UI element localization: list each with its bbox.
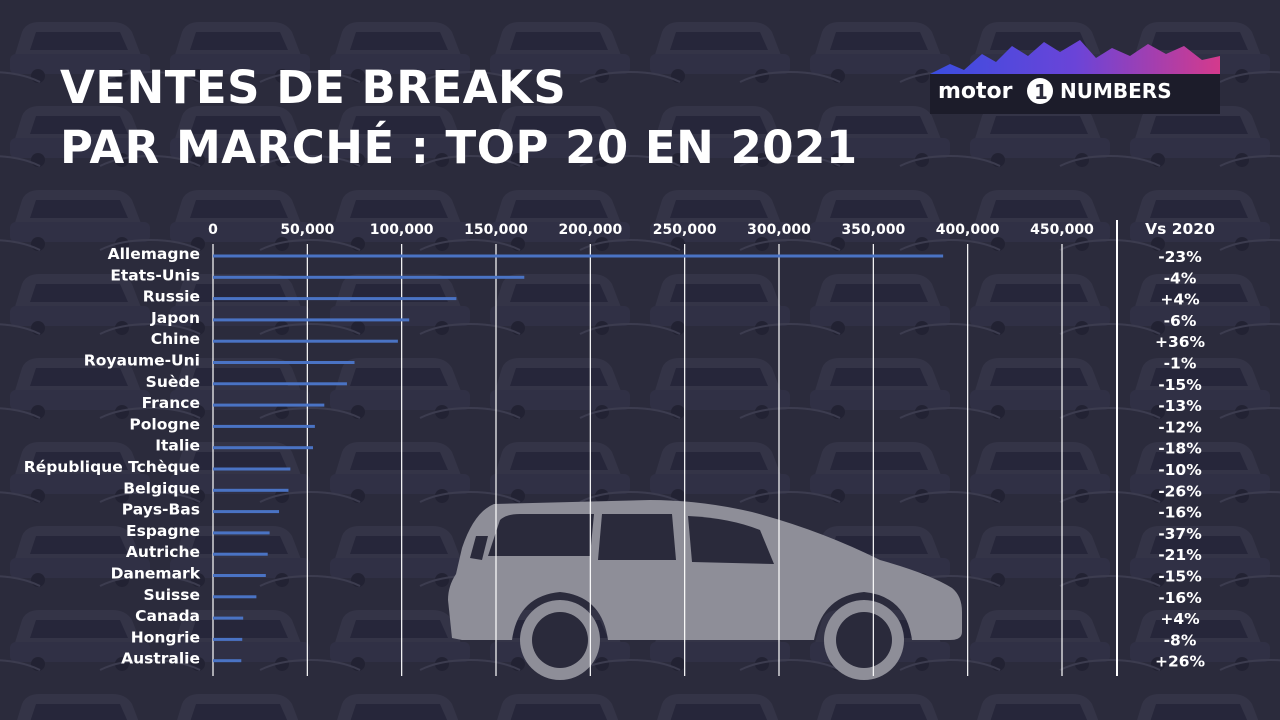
title-line-1: VENTES DE BREAKS: [60, 61, 567, 114]
x-tick-label: 250,000: [653, 222, 717, 238]
change-label: +36%: [1155, 333, 1206, 351]
change-label: -15%: [1158, 376, 1202, 394]
category-label: Italie: [155, 437, 200, 455]
change-label: -26%: [1158, 482, 1202, 500]
bar: [213, 275, 525, 279]
bar: [213, 254, 944, 258]
x-tick-label: 450,000: [1030, 222, 1094, 238]
bar: [213, 424, 315, 428]
category-label: Pologne: [129, 415, 200, 433]
logo-word-numbers: NUMBERS: [1060, 79, 1172, 103]
change-label: -15%: [1158, 568, 1202, 586]
change-label: -16%: [1158, 504, 1202, 522]
bar: [213, 339, 398, 343]
category-label: Pays-Bas: [122, 501, 200, 519]
bar: [213, 318, 410, 322]
x-tick-label: 200,000: [558, 222, 622, 238]
change-label: -8%: [1164, 631, 1197, 649]
bar: [213, 616, 244, 620]
x-axis-ticks: 0 50,000 100,000 150,000 200,000 250,000 300,0…: [208, 222, 1094, 238]
bar: [213, 467, 291, 471]
category-label: Royaume-Uni: [84, 352, 200, 370]
bar: [213, 637, 243, 641]
bar: [213, 595, 257, 599]
change-label: -21%: [1158, 546, 1202, 564]
category-label: Canada: [135, 607, 200, 625]
title-line-2: PAR MARCHÉ : TOP 20 EN 2021: [60, 121, 858, 174]
page-title: VENTES DE BREAKS PAR MARCHÉ : TOP 20 EN …: [60, 58, 858, 178]
bars: [213, 254, 944, 663]
category-label: Hongrie: [131, 628, 200, 646]
category-label: Espagne: [126, 522, 200, 540]
bar: [213, 382, 347, 386]
change-label: +4%: [1160, 291, 1200, 309]
category-label: Russie: [143, 288, 200, 306]
bar: [213, 510, 280, 514]
bar: [213, 297, 457, 301]
bar: [213, 446, 313, 450]
category-label: Chine: [151, 330, 200, 348]
bar: [213, 403, 325, 407]
change-label: -12%: [1158, 418, 1202, 436]
category-label: République Tchèque: [24, 458, 200, 476]
change-label: -16%: [1158, 589, 1202, 607]
bar: [213, 552, 268, 556]
x-tick-label: 350,000: [841, 222, 905, 238]
motor1-numbers-logo: motor 1 NUMBERS: [930, 40, 1220, 114]
bar: [213, 659, 242, 663]
category-label: Suède: [146, 373, 200, 391]
change-header: Vs 2020: [1145, 220, 1215, 238]
category-labels: Allemagne Etats-Unis Russie Japon Chine Royau…: [24, 245, 201, 668]
bar: [213, 574, 266, 577]
change-label: -23%: [1158, 248, 1202, 266]
bar: [213, 361, 355, 364]
change-label: -4%: [1164, 269, 1197, 287]
x-tick-label: 400,000: [936, 222, 1000, 238]
change-label: -18%: [1158, 440, 1202, 458]
x-tick-label: 300,000: [747, 222, 811, 238]
gridlines: [212, 244, 1063, 676]
x-tick-label: 150,000: [464, 222, 528, 238]
x-tick-label: 0: [208, 222, 218, 238]
category-label: Belgique: [123, 479, 200, 497]
change-label: -37%: [1158, 525, 1202, 543]
category-label: France: [142, 394, 200, 412]
station-wagon-car-icon: [448, 500, 962, 680]
change-label: +26%: [1155, 653, 1206, 671]
change-label: -13%: [1158, 397, 1202, 415]
category-label: Australie: [121, 650, 200, 668]
category-label: Japon: [150, 309, 200, 327]
change-label: -10%: [1158, 461, 1202, 479]
bar: [213, 531, 270, 535]
change-label: -6%: [1164, 312, 1197, 330]
category-label: Danemark: [111, 565, 201, 583]
x-tick-label: 100,000: [370, 222, 434, 238]
change-labels: -23% -4% +4% -6% +36% -1% -15% -13% -12% -18% -10%…: [1155, 248, 1206, 671]
category-label: Autriche: [126, 543, 200, 561]
category-label: Allemagne: [108, 245, 200, 263]
logo-digit: 1: [1034, 80, 1048, 104]
x-tick-label: 50,000: [280, 222, 334, 238]
category-label: Suisse: [144, 586, 200, 604]
change-label: +4%: [1160, 610, 1200, 628]
category-label: Etats-Unis: [110, 266, 200, 284]
bar: [213, 488, 289, 492]
change-label: -1%: [1164, 355, 1197, 373]
logo-word-motor: motor: [938, 79, 1013, 104]
